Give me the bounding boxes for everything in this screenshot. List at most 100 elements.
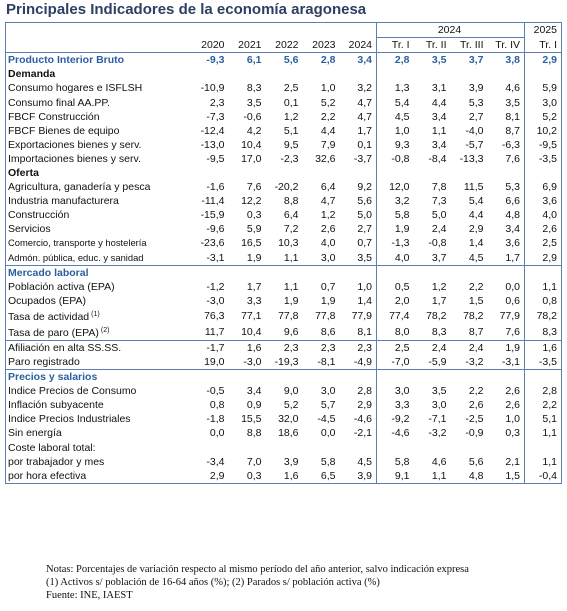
note-line: Fuente: INE, IAEST <box>46 590 133 601</box>
value-cell: -3,2 <box>428 427 447 440</box>
value-cell: 0,8 <box>209 399 225 412</box>
value-cell <box>487 369 525 385</box>
row-label: Comercio, transporte y hostelería <box>6 236 192 250</box>
value-cell: 4,6 <box>431 455 447 468</box>
value-cell: 2,8 <box>376 52 414 68</box>
table-row: Paro registrado 19,0 -3,0 -19,3 -8,1 -4,9 -7,0… <box>6 354 562 370</box>
value-cell: -20,2 <box>274 181 299 194</box>
value-cell <box>303 166 340 180</box>
value-cell: 10,2 <box>524 123 562 138</box>
value-cell: 8,7 <box>468 325 484 338</box>
value-cell: 5,6 <box>357 195 372 208</box>
value-cell: -0,9 <box>465 427 484 440</box>
table-row: Industria manufacturera -11,4 12,2 8,8 4,7 5,… <box>6 194 562 209</box>
header-group: 2025 <box>524 22 562 38</box>
value-cell: 2,5 <box>376 339 414 355</box>
value-cell: 1,1 <box>524 426 562 441</box>
value-cell: 3,7 <box>468 54 484 67</box>
table-row: Precios y salarios <box>5 369 562 385</box>
value-cell: 3,4 <box>431 110 447 123</box>
value-cell: 5,1 <box>524 412 562 427</box>
row-label: Paro registrado <box>6 355 192 370</box>
header-cell <box>266 23 303 38</box>
header-cell <box>340 23 377 38</box>
row-label: Agricultura, ganadería y pesca <box>6 180 192 194</box>
value-cell <box>414 67 451 81</box>
row-label: Afiliación en alta SS.SS. <box>5 339 192 355</box>
label-text: Exportaciones bienes y serv. <box>8 138 142 151</box>
value-cell <box>340 166 377 180</box>
value-cell: -7,0 <box>376 354 414 370</box>
value-cell: 8,7 <box>505 124 520 137</box>
table-row: Ocupados (EPA) -3,0 3,3 1,9 1,9 1,4 2,0 1,7 1,5 0… <box>6 293 562 308</box>
label-text: FBCF Construcción <box>8 110 100 123</box>
value-cell: 2,3 <box>265 339 303 355</box>
value-cell: 8,3 <box>246 82 262 95</box>
label-text: Construcción <box>8 209 70 222</box>
value-cell <box>229 166 266 180</box>
table-row: Oferta <box>6 165 562 181</box>
row-label: Indice Precios de Consumo <box>6 384 192 398</box>
row-label: FBCF Construcción <box>6 110 192 124</box>
value-cell: 1,0 <box>376 123 414 138</box>
value-cell <box>340 441 377 455</box>
value-cell <box>192 441 229 455</box>
header-cell <box>6 23 192 38</box>
label-text: Importaciones bienes y serv. <box>8 152 141 165</box>
table-row: Demanda <box>6 67 562 82</box>
value-cell: 0,7 <box>357 237 372 250</box>
label-text: por hora efectiva <box>8 469 87 482</box>
row-label: Oferta <box>6 166 192 180</box>
column-header: 2022 <box>265 37 303 54</box>
value-cell: 5,8 <box>376 208 414 223</box>
value-cell: 4,6 <box>505 82 520 95</box>
row-label: Consumo final AA.PP. <box>6 95 192 109</box>
value-cell <box>451 166 488 180</box>
row-label: Demanda <box>6 67 192 81</box>
value-cell: 2,5 <box>524 236 562 251</box>
row-label: Construcción <box>6 208 192 222</box>
value-cell: 15,5 <box>241 413 262 426</box>
row-label: Tasa de paro (EPA) (2) <box>6 324 192 341</box>
value-cell: 10,4 <box>241 138 262 151</box>
value-cell <box>339 264 377 280</box>
label-text: Indice Precios Industriales <box>8 413 131 426</box>
value-cell: 1,7 <box>431 294 447 307</box>
value-cell: 4,5 <box>468 251 484 264</box>
value-cell: -1,3 <box>376 236 414 251</box>
value-cell: 3,4 <box>357 54 372 67</box>
value-cell: 0,5 <box>376 279 414 294</box>
value-cell <box>524 165 562 181</box>
value-cell: 5,0 <box>431 209 447 222</box>
value-cell <box>524 264 562 280</box>
footnote-ref: (2) <box>100 326 110 334</box>
value-cell: -3,2 <box>465 356 484 369</box>
value-cell: 2,8 <box>320 54 336 67</box>
table-row: Consumo final AA.PP. 2,3 3,5 0,1 5,2 4,7 5,4 4,… <box>6 95 562 110</box>
row-label: Importaciones bienes y serv. <box>6 152 192 166</box>
value-cell: -3,5 <box>524 354 562 370</box>
value-cell: 5,2 <box>524 109 562 124</box>
value-cell: 2,9 <box>524 250 562 266</box>
value-cell: 2,9 <box>357 399 372 412</box>
value-cell: -23,6 <box>200 237 225 250</box>
value-cell: 4,5 <box>376 109 414 124</box>
value-cell: -0,4 <box>524 468 562 484</box>
value-cell: 0,1 <box>283 96 299 109</box>
value-cell: -5,7 <box>465 138 484 151</box>
value-cell: 2,4 <box>413 339 451 355</box>
value-cell: 7,6 <box>505 152 520 165</box>
value-cell: 3,0 <box>524 95 562 110</box>
value-cell <box>191 369 229 385</box>
label-text: Servicios <box>8 223 51 236</box>
footnote-ref: (1) <box>91 310 100 318</box>
value-cell: 78,2 <box>426 309 447 322</box>
value-cell <box>303 441 340 455</box>
table-row: Producto Interior Bruto -9,3 6,1 5,6 2,8 3,4 2… <box>6 52 562 68</box>
label-text: Precios y salarios <box>8 371 98 384</box>
table-row: Mercado laboral <box>5 264 562 280</box>
value-cell: 4,7 <box>357 96 372 109</box>
value-cell: 77,8 <box>315 309 336 322</box>
value-cell: -2,5 <box>465 413 484 426</box>
value-cell: 9,6 <box>283 325 299 338</box>
